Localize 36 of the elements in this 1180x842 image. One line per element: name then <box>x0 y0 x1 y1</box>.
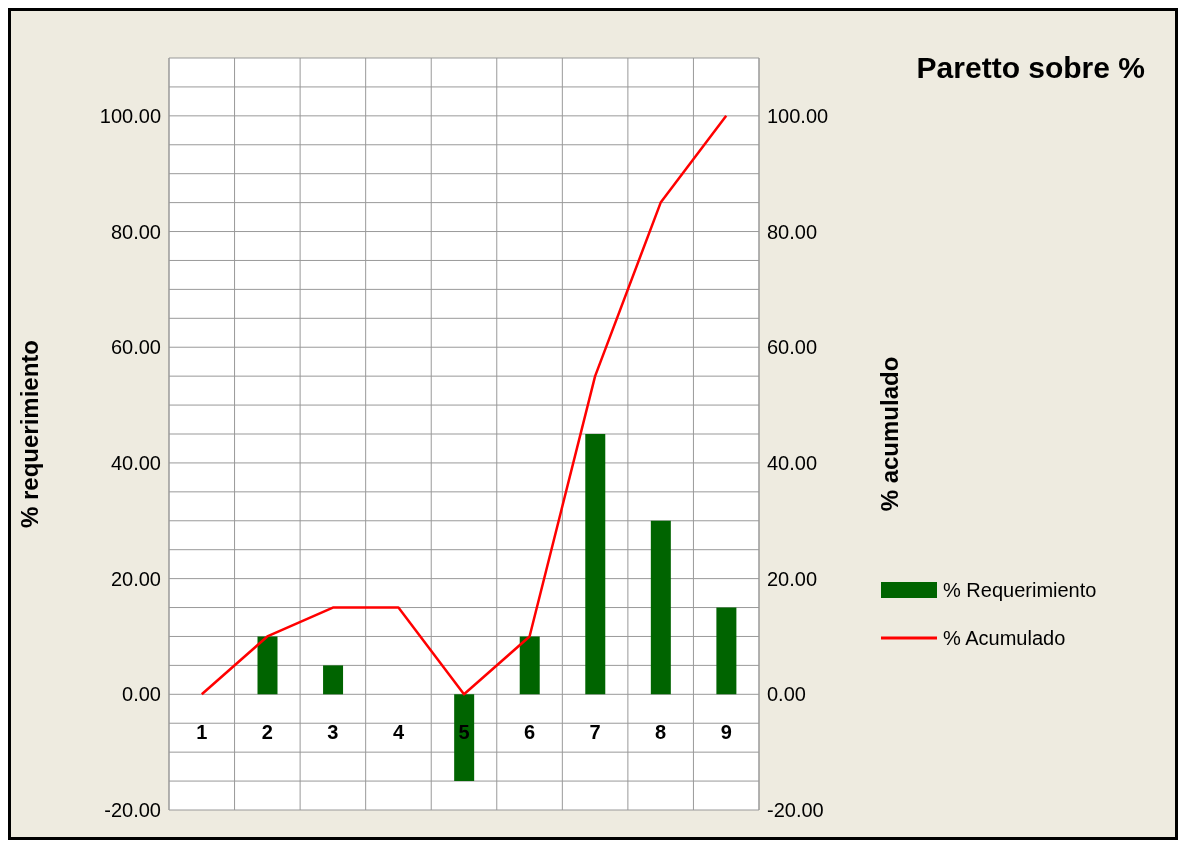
bar <box>650 520 671 695</box>
y2-tick-label: 80.00 <box>767 220 818 243</box>
x-tick-label: 2 <box>261 721 273 744</box>
y2-tick-label: 0.00 <box>767 683 806 706</box>
y-tick-label: -20.00 <box>104 799 161 822</box>
x-tick-label: 5 <box>458 721 470 744</box>
y-tick-label: 80.00 <box>110 220 161 243</box>
x-tick-label: 3 <box>327 721 339 744</box>
y-tick-label: 20.00 <box>110 567 161 590</box>
bar <box>257 636 278 695</box>
x-tick-label: 9 <box>720 721 732 744</box>
y2-tick-label: -20.00 <box>767 799 824 822</box>
y2-tick-label: 40.00 <box>767 452 818 475</box>
x-tick-label: 8 <box>655 721 667 744</box>
y-axis-title: % requerimiento <box>15 339 43 529</box>
legend-label: % Requerimiento <box>943 578 1097 602</box>
bar <box>716 607 737 695</box>
bar <box>519 636 540 695</box>
bar <box>585 434 606 695</box>
legend-label: % Acumulado <box>943 626 1066 650</box>
y-tick-label: 60.00 <box>110 336 161 359</box>
y2-axis-title: % acumulado <box>875 356 903 512</box>
line-series <box>200 114 728 696</box>
x-tick-label: 1 <box>196 721 208 744</box>
y-tick-label: 0.00 <box>122 683 161 706</box>
x-tick-label: 4 <box>392 721 405 744</box>
text: Paretto sobre % <box>916 51 1145 85</box>
y2-tick-label: 20.00 <box>767 567 818 590</box>
x-tick-label: 6 <box>523 721 536 744</box>
y2-tick-label: 60.00 <box>767 336 818 359</box>
y-tick-label: 40.00 <box>110 452 161 475</box>
bar <box>454 694 475 782</box>
y-tick-label: 100.00 <box>99 104 161 127</box>
x-tick-label: 7 <box>589 721 601 744</box>
y2-tick-label: 100.00 <box>767 104 829 127</box>
bar <box>323 665 344 695</box>
